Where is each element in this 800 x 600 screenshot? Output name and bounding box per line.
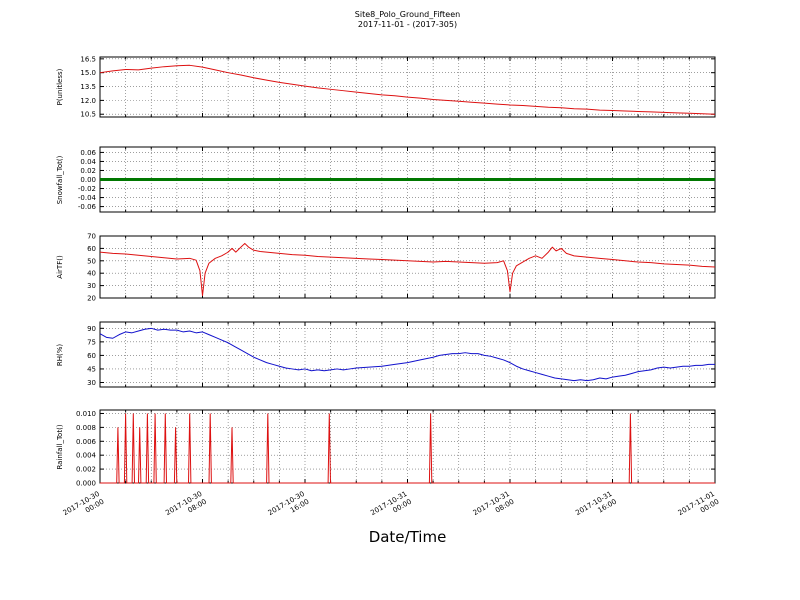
ytick-label: 0.008 (76, 424, 96, 432)
ytick-label: 60 (87, 352, 96, 360)
ytick-label: 13.5 (80, 83, 96, 91)
ytick-label: -0.04 (78, 194, 97, 202)
x-axis-label: Date/Time (368, 528, 447, 546)
ytick-label: -0.06 (78, 203, 97, 211)
ytick-label: 30 (87, 379, 96, 387)
series-line (99, 242, 716, 297)
ytick-label: 15.0 (80, 69, 96, 77)
ytick-label: 0.002 (76, 466, 96, 474)
ytick-label: 0.000 (76, 480, 96, 488)
panel-1: -0.06-0.04-0.020.000.020.040.06 (78, 146, 716, 213)
ytick-label: 0.006 (76, 438, 97, 446)
ytick-label: 12.0 (80, 97, 96, 105)
series-rainfall (100, 413, 715, 484)
panel-4: 0.0000.0020.0040.0060.0080.0102017-10-30… (62, 409, 721, 517)
ytick-label: 40 (87, 270, 96, 278)
ytick-label: 60 (87, 245, 96, 253)
series-line (99, 64, 716, 115)
ytick-label: -0.02 (78, 185, 96, 193)
chart-title: Site8_Polo_Ground_Fifteen (354, 10, 461, 19)
ytick-label: 0.010 (76, 410, 96, 418)
ytick-label: 45 (87, 365, 96, 373)
ytick-label: 16.5 (80, 55, 96, 63)
ytick-label: 0.004 (76, 452, 97, 460)
chart-subtitle: 2017-11-01 - (2017-305) (357, 20, 458, 29)
panel-0: 10.5 12.0 13.5 15.0 16.5 (80, 55, 716, 119)
panel-2: 20 30 40 50 60 70 (87, 233, 716, 303)
ytick-label: 20 (87, 295, 96, 303)
ytick-label: 10.5 (80, 111, 96, 119)
series-line (99, 327, 715, 382)
ytick-label: 0.06 (80, 149, 96, 157)
ytick-label: 0.00 (80, 176, 96, 184)
ytick-label: 0.02 (80, 167, 96, 175)
ytick-label: 50 (87, 257, 96, 265)
ytick-label: 30 (87, 282, 96, 290)
panel-3: 30 45 60 75 90 (87, 321, 716, 388)
ytick-label: 75 (87, 338, 96, 346)
ytick-label: 90 (87, 325, 96, 333)
ytick-label: 0.04 (80, 158, 96, 166)
ytick-label: 70 (87, 233, 96, 241)
